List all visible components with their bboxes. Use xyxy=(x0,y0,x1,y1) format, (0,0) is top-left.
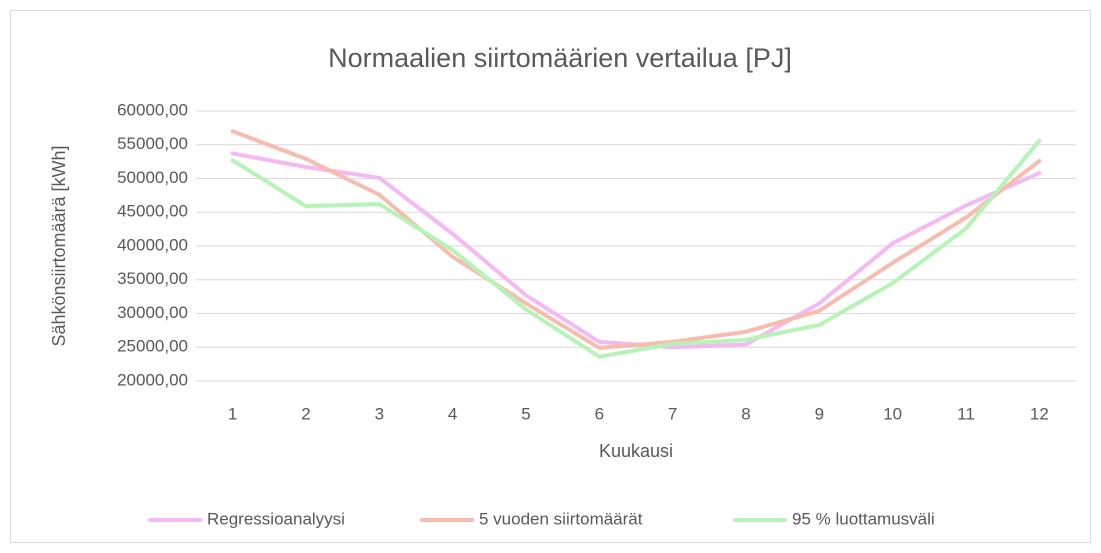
y-tick-label: 20000,00 xyxy=(117,370,188,389)
x-tick-label: 9 xyxy=(815,404,824,423)
x-axis-label: Kuukausi xyxy=(599,441,673,461)
series-line xyxy=(230,138,1042,359)
y-tick-label: 25000,00 xyxy=(117,337,188,356)
chart-frame xyxy=(10,10,1091,543)
y-axis-label: Sähkönsiirtomäärä [kWh] xyxy=(49,145,69,346)
series-line xyxy=(230,129,1042,350)
y-tick-label: 60000,00 xyxy=(117,100,188,119)
y-tick-label: 55000,00 xyxy=(117,134,188,153)
legend-label: 5 vuoden siirtomäärät xyxy=(479,509,643,528)
x-tick-label: 5 xyxy=(521,404,530,423)
y-tick-label: 35000,00 xyxy=(117,269,188,288)
chart-title: Normaalien siirtomäärien vertailua [PJ] xyxy=(328,43,792,73)
x-tick-label: 6 xyxy=(595,404,604,423)
y-tick-label: 30000,00 xyxy=(117,303,188,322)
x-tick-label: 1 xyxy=(228,404,237,423)
x-tick-label: 11 xyxy=(957,404,975,423)
y-tick-label: 40000,00 xyxy=(117,235,188,254)
x-tick-label: 8 xyxy=(741,404,750,423)
x-tick-label: 4 xyxy=(448,404,457,423)
y-tick-label: 50000,00 xyxy=(117,168,188,187)
x-tick-label: 12 xyxy=(1030,404,1049,423)
legend-label: 95 % luottamusväli xyxy=(792,509,935,528)
legend-label: Regressioanalyysi xyxy=(207,509,345,528)
y-tick-label: 45000,00 xyxy=(117,202,188,221)
x-tick-label: 7 xyxy=(668,404,677,423)
x-tick-label: 2 xyxy=(301,404,310,423)
x-tick-label: 3 xyxy=(375,404,384,423)
x-tick-label: 10 xyxy=(883,404,902,423)
